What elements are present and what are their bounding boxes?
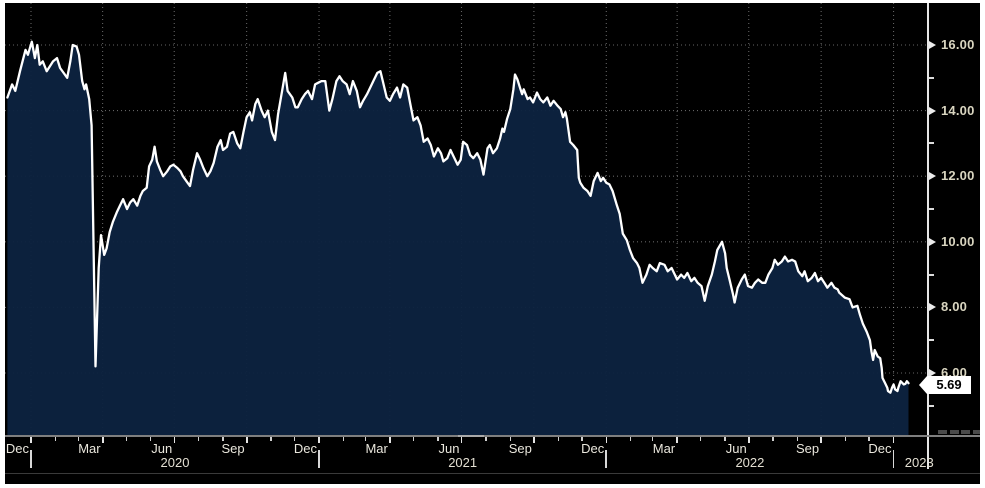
year-label: 2020 <box>160 455 190 470</box>
quarter-tick <box>533 437 535 443</box>
month-tick <box>652 437 654 441</box>
y-axis-label: 14.00 <box>941 102 975 118</box>
month-tick <box>270 437 272 441</box>
month-tick <box>364 437 367 441</box>
month-label: Jun <box>438 441 460 456</box>
y-tick-arrow-icon <box>929 237 936 246</box>
month-tick <box>197 437 200 441</box>
year-separator <box>318 450 320 468</box>
quarter-tick <box>820 437 823 443</box>
y-axis-label: 10.00 <box>941 233 975 249</box>
month-tick <box>77 437 79 441</box>
quarter-tick <box>748 437 750 443</box>
month-tick <box>222 437 224 441</box>
month-label: Sep <box>508 441 532 456</box>
fine-print-dash <box>949 430 959 434</box>
price-chart: 16.00 14.00 12.00 10.00 8.00 6.00 Dec Mar Jun Se… <box>5 3 980 484</box>
month-tick <box>557 437 559 441</box>
year-separator <box>30 450 32 468</box>
month-label: Dec <box>5 441 29 456</box>
y-minor-tick <box>929 339 934 342</box>
month-tick <box>796 437 799 441</box>
month-label: Sep <box>221 441 245 456</box>
y-axis-line <box>927 3 929 469</box>
x-axis-border-highlight <box>458 435 484 437</box>
fine-print-dash <box>972 430 980 434</box>
quarter-tick <box>101 437 104 443</box>
quarter-tick <box>892 437 895 443</box>
quarter-tick <box>173 437 176 443</box>
month-tick <box>868 437 870 441</box>
price-tag-notch-icon <box>919 376 927 394</box>
month-label: Mar <box>365 441 388 456</box>
year-separator <box>605 450 608 468</box>
month-tick <box>437 437 439 441</box>
year-label: 2022 <box>735 455 765 470</box>
month-tick <box>54 437 57 441</box>
month-tick <box>293 437 296 441</box>
quarter-tick <box>245 437 248 443</box>
month-label: Dec <box>581 441 605 456</box>
month-label: Dec <box>868 441 892 456</box>
month-label: Dec <box>293 441 318 456</box>
y-axis-label: 12.00 <box>941 168 975 184</box>
month-tick <box>412 437 415 441</box>
month-tick <box>700 437 702 441</box>
y-minor-tick <box>929 273 934 276</box>
month-tick <box>772 437 774 441</box>
area-fill <box>7 41 909 437</box>
footer-divider <box>5 473 980 474</box>
last-price-value: 5.69 <box>927 376 971 394</box>
y-tick-arrow-icon <box>929 303 936 312</box>
month-label: Jun <box>725 441 747 456</box>
month-tick <box>485 437 487 441</box>
month-tick <box>149 437 152 441</box>
year-separator <box>892 450 895 468</box>
month-tick <box>629 437 632 441</box>
y-tick-arrow-icon <box>929 172 936 181</box>
quarter-tick <box>389 437 391 443</box>
month-label: Mar <box>78 441 101 456</box>
y-tick-arrow-icon <box>929 41 936 49</box>
month-tick <box>125 437 127 441</box>
y-tick-arrow-icon <box>929 106 936 115</box>
quarter-tick <box>318 437 320 443</box>
fine-print-dash <box>961 430 970 434</box>
year-label: 2021 <box>448 455 478 470</box>
price-line <box>6 40 910 394</box>
month-label: Jun <box>151 441 173 456</box>
x-axis-border <box>5 435 980 437</box>
month-tick <box>844 437 847 441</box>
month-label: Mar <box>652 441 676 456</box>
y-minor-tick <box>929 142 934 145</box>
y-minor-tick <box>929 404 934 407</box>
quarter-tick <box>676 437 679 443</box>
y-axis-label: 16.00 <box>941 37 975 52</box>
month-tick <box>581 437 583 441</box>
month-label: Sep <box>796 441 820 456</box>
y-minor-tick <box>929 208 934 210</box>
plot-canvas[interactable] <box>5 3 927 437</box>
quarter-tick <box>30 437 32 443</box>
y-minor-tick <box>929 76 934 79</box>
y-axis-label: 8.00 <box>941 299 968 315</box>
quarter-tick <box>460 437 463 443</box>
month-tick <box>724 437 726 441</box>
month-tick <box>342 437 345 441</box>
month-tick <box>509 437 511 441</box>
fine-print-dash <box>938 430 947 434</box>
quarter-tick <box>605 437 608 443</box>
last-price-tag: 5.69 <box>919 376 971 394</box>
year-label: 2023 <box>904 455 934 470</box>
y-tick-arrow-icon <box>929 369 936 377</box>
